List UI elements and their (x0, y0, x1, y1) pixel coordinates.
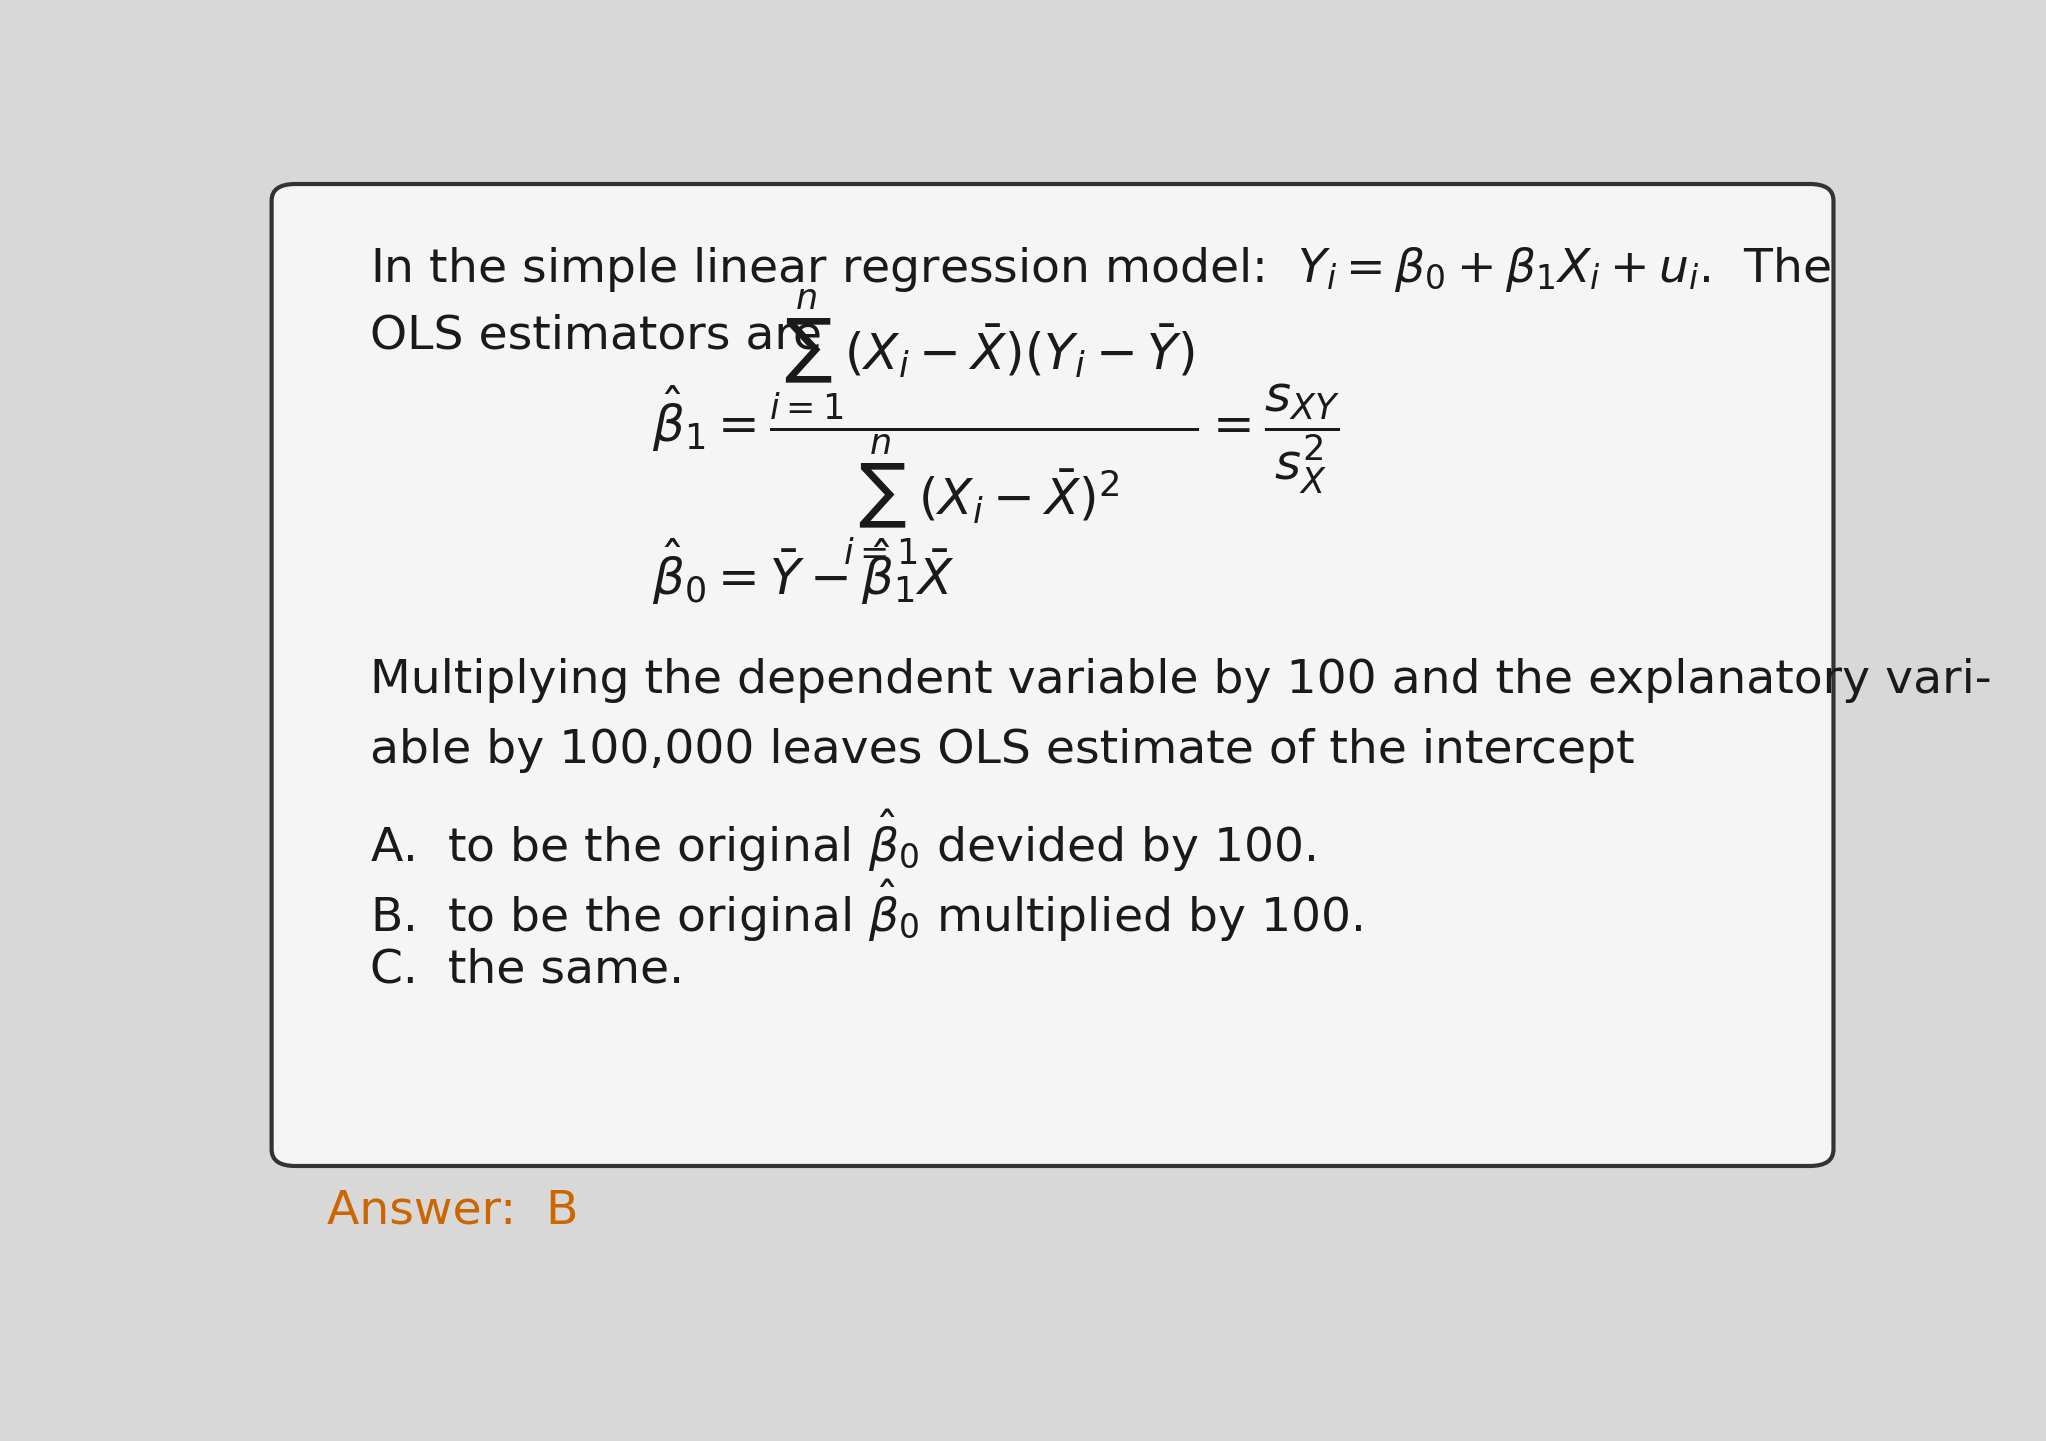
Text: A.  to be the original $\hat{\beta}_0$ devided by 100.: A. to be the original $\hat{\beta}_0$ de… (370, 807, 1316, 875)
FancyBboxPatch shape (272, 184, 1833, 1166)
Text: OLS estimators are: OLS estimators are (370, 314, 822, 359)
Text: $\hat{\beta}_1 = \dfrac{\sum_{i=1}^{n}(X_i - \bar{X})(Y_i - \bar{Y})}{\sum_{i=1}: $\hat{\beta}_1 = \dfrac{\sum_{i=1}^{n}(X… (653, 288, 1340, 568)
Text: In the simple linear regression model:  $Y_i = \beta_0 + \beta_1 X_i + u_i$.  Th: In the simple linear regression model: $… (370, 245, 1831, 294)
Text: Multiplying the dependent variable by 100 and the explanatory vari-: Multiplying the dependent variable by 10… (370, 657, 1991, 703)
Text: able by 100,000 leaves OLS estimate of the intercept: able by 100,000 leaves OLS estimate of t… (370, 728, 1635, 772)
Text: B.  to be the original $\hat{\beta}_0$ multiplied by 100.: B. to be the original $\hat{\beta}_0$ mu… (370, 878, 1363, 944)
Text: $\hat{\beta}_0 = \bar{Y} - \hat{\beta}_1\bar{X}$: $\hat{\beta}_0 = \bar{Y} - \hat{\beta}_1… (653, 537, 955, 608)
Text: C.  the same.: C. the same. (370, 947, 683, 993)
Text: Answer:  B: Answer: B (327, 1189, 579, 1233)
